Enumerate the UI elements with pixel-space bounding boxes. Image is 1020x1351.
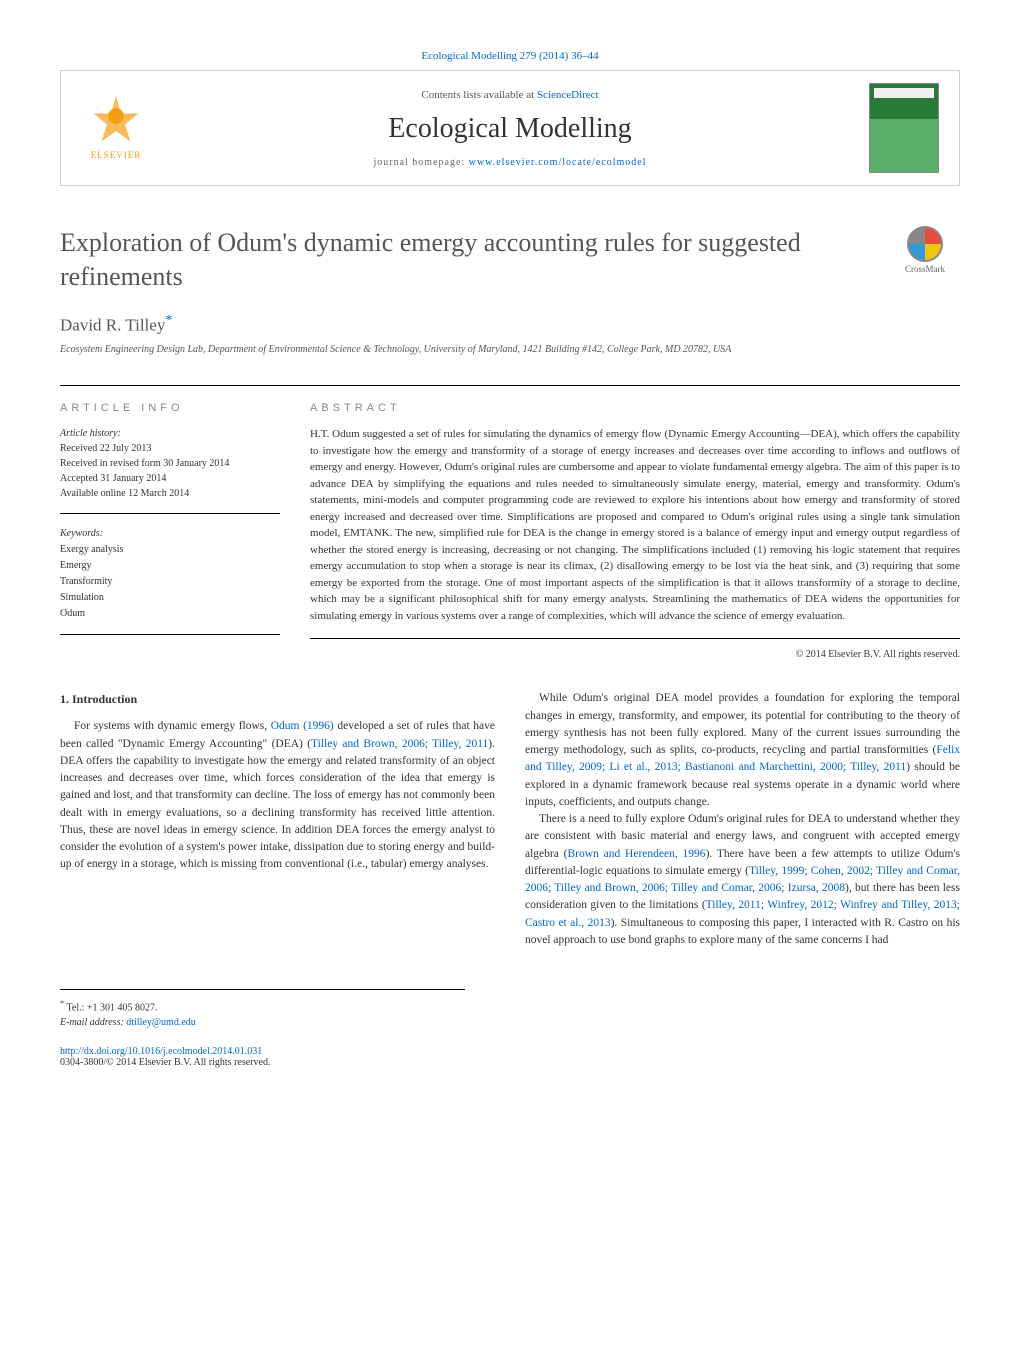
history-label: Article history:	[60, 426, 280, 441]
body-column-right: While Odum's original DEA model provides…	[525, 690, 960, 949]
keyword: Odum	[60, 606, 280, 622]
journal-header-box: ELSEVIER Contents lists available at Sci…	[60, 70, 960, 186]
body-column-left: 1. Introduction For systems with dynamic…	[60, 690, 495, 949]
elsevier-logo: ELSEVIER	[81, 88, 151, 168]
elsevier-tree-icon	[91, 96, 141, 146]
revised-date: Received in revised form 30 January 2014	[60, 456, 280, 471]
text-run: While Odum's original DEA model provides…	[525, 692, 960, 756]
text-run: For systems with dynamic emergy flows,	[74, 720, 271, 732]
keyword: Emergy	[60, 558, 280, 574]
body-paragraph: For systems with dynamic emergy flows, O…	[60, 718, 495, 873]
crossmark-badge[interactable]: CrossMark	[890, 226, 960, 274]
abstract-column: ABSTRACT H.T. Odum suggested a set of ru…	[310, 402, 960, 660]
homepage-line: journal homepage: www.elsevier.com/locat…	[151, 157, 869, 168]
crossmark-label: CrossMark	[905, 264, 945, 274]
contents-prefix: Contents lists available at	[421, 89, 536, 101]
citation-line: Ecological Modelling 279 (2014) 36–44	[60, 50, 960, 62]
corresponding-author-footer: * Tel.: +1 301 405 8027. E-mail address:…	[60, 989, 465, 1030]
doi-link[interactable]: http://dx.doi.org/10.1016/j.ecolmodel.20…	[60, 1046, 262, 1057]
copyright-line: © 2014 Elsevier B.V. All rights reserved…	[310, 649, 960, 660]
body-two-column: 1. Introduction For systems with dynamic…	[60, 690, 960, 949]
abstract-label: ABSTRACT	[310, 402, 960, 414]
email-link[interactable]: dtilley@umd.edu	[126, 1017, 195, 1028]
contents-line: Contents lists available at ScienceDirec…	[151, 89, 869, 101]
homepage-prefix: journal homepage:	[373, 157, 468, 168]
sciencedirect-link[interactable]: ScienceDirect	[537, 89, 599, 101]
issn-line: 0304-3800/© 2014 Elsevier B.V. All right…	[60, 1057, 270, 1068]
body-paragraph: There is a need to fully explore Odum's …	[525, 811, 960, 949]
text-run: ). DEA offers the capability to investig…	[60, 738, 495, 871]
citation-link[interactable]: Odum (1996)	[271, 720, 334, 732]
keyword: Exergy analysis	[60, 542, 280, 558]
accepted-date: Accepted 31 January 2014	[60, 471, 280, 486]
citation-link[interactable]: Brown and Herendeen, 1996	[568, 848, 706, 860]
citation-link[interactable]: Tilley and Brown, 2006; Tilley, 2011	[311, 738, 488, 750]
author-name: David R. Tilley	[60, 315, 165, 334]
article-title: Exploration of Odum's dynamic emergy acc…	[60, 226, 890, 294]
keywords-label: Keywords:	[60, 526, 280, 542]
corr-marker: *	[60, 999, 64, 1008]
keyword: Simulation	[60, 590, 280, 606]
author-line: David R. Tilley*	[60, 312, 960, 336]
journal-cover-thumbnail	[869, 83, 939, 173]
received-date: Received 22 July 2013	[60, 441, 280, 456]
article-info-label: ARTICLE INFO	[60, 402, 280, 414]
doi-block: http://dx.doi.org/10.1016/j.ecolmodel.20…	[60, 1046, 960, 1068]
article-info-column: ARTICLE INFO Article history: Received 2…	[60, 402, 280, 660]
section-heading-1: 1. Introduction	[60, 690, 495, 708]
keyword: Transformity	[60, 574, 280, 590]
online-date: Available online 12 March 2014	[60, 486, 280, 501]
journal-name: Ecological Modelling	[151, 113, 869, 145]
keywords-block: Keywords: Exergy analysis Emergy Transfo…	[60, 526, 280, 635]
tel-number: +1 301 405 8027.	[87, 1002, 158, 1013]
homepage-link[interactable]: www.elsevier.com/locate/ecolmodel	[469, 157, 647, 168]
tel-label: Tel.:	[67, 1002, 87, 1013]
corresponding-marker[interactable]: *	[165, 312, 172, 328]
body-paragraph: While Odum's original DEA model provides…	[525, 690, 960, 811]
affiliation: Ecosystem Engineering Design Lab, Depart…	[60, 343, 960, 357]
abstract-text: H.T. Odum suggested a set of rules for s…	[310, 426, 960, 639]
article-history-block: Article history: Received 22 July 2013 R…	[60, 426, 280, 514]
email-label: E-mail address:	[60, 1017, 126, 1028]
elsevier-text: ELSEVIER	[91, 150, 142, 160]
crossmark-icon	[907, 226, 943, 262]
